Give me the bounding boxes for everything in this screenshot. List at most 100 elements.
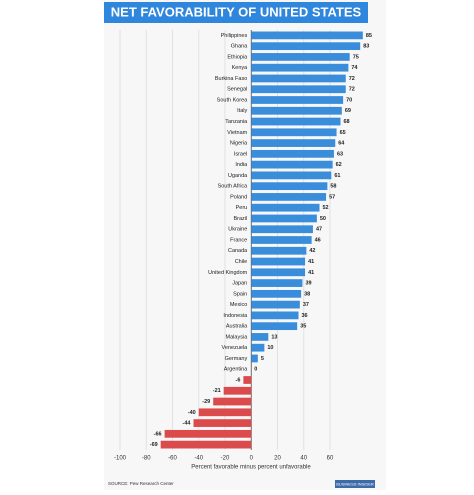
y-tick-label: Brazil	[233, 216, 247, 222]
x-tick-label: -20	[221, 456, 230, 462]
data-label: 42	[309, 248, 315, 254]
y-tick-label: Vietnam	[227, 130, 247, 136]
data-label: 50	[320, 216, 326, 222]
y-tick-label: India	[235, 162, 248, 168]
data-label: 41	[308, 259, 314, 265]
data-label: 57	[329, 194, 335, 200]
bar	[251, 96, 344, 104]
data-label: 0	[254, 367, 257, 373]
y-tick-label: Ethiopia	[227, 54, 248, 60]
data-label: 10	[267, 345, 273, 351]
y-tick-label: Australia	[226, 324, 248, 330]
logo: BUSINESS INSIDER	[336, 482, 374, 487]
y-tick-label: Malaysia	[226, 334, 249, 340]
bar	[198, 408, 252, 417]
bar	[251, 300, 300, 309]
x-tick-label: -40	[194, 456, 203, 462]
bar	[251, 63, 349, 72]
bar	[251, 203, 320, 212]
data-label: 75	[353, 54, 359, 60]
bar	[243, 376, 252, 384]
y-tick-label: Mexico	[230, 302, 247, 308]
bar	[251, 149, 334, 158]
bar	[251, 289, 302, 298]
bar	[251, 311, 299, 320]
bar	[251, 182, 328, 191]
data-label: 58	[330, 184, 336, 190]
bar	[193, 419, 252, 427]
data-label: 65	[340, 130, 346, 136]
bar	[251, 343, 265, 352]
y-tick-label: Canada	[228, 248, 248, 254]
data-label: -44	[183, 421, 192, 427]
data-label: 35	[300, 324, 306, 330]
bar	[251, 160, 333, 169]
bar	[164, 429, 252, 438]
x-tick-label: -100	[114, 456, 127, 462]
data-label: 72	[349, 87, 355, 93]
y-tick-label: Japan	[232, 281, 247, 287]
x-tick-label: 20	[274, 456, 281, 462]
data-label: 72	[349, 76, 355, 82]
y-tick-label: Argentina	[224, 367, 248, 373]
title-banner	[104, 2, 368, 23]
data-label: 38	[304, 291, 310, 297]
data-label: 13	[271, 334, 277, 340]
y-tick-label: Senegal	[227, 87, 247, 93]
bar	[251, 171, 332, 180]
x-tick-label: -80	[142, 456, 151, 462]
y-tick-label: Spain	[233, 291, 247, 297]
data-label: 68	[344, 119, 350, 125]
data-label: -6	[235, 377, 240, 383]
data-label: -21	[213, 388, 221, 394]
logo-box	[335, 480, 375, 488]
y-tick-label: Chile	[235, 259, 248, 265]
bar	[251, 193, 327, 201]
bar	[160, 440, 252, 449]
bar	[251, 139, 336, 147]
data-label: 39	[305, 281, 311, 287]
bar	[251, 214, 317, 223]
y-tick-label: Israel	[234, 151, 247, 157]
bar	[251, 42, 361, 51]
y-tick-label: Nigeria	[230, 141, 248, 147]
y-tick-label: Uganda	[228, 173, 248, 179]
bar	[251, 333, 269, 341]
x-tick-label: 40	[300, 456, 307, 462]
data-label: 46	[315, 237, 321, 243]
bar	[251, 128, 337, 137]
data-label: -69	[150, 442, 158, 448]
chart-title: NET FAVORABILITY OF UNITED STATES	[111, 4, 362, 19]
bar	[251, 106, 342, 115]
y-tick-label: South Africa	[218, 184, 249, 190]
y-tick-label: United Kingdom	[208, 270, 248, 276]
data-label: -40	[188, 410, 196, 416]
y-tick-label: South Korea	[217, 97, 249, 103]
y-tick-label: Tanzania	[225, 119, 248, 125]
data-label: 83	[363, 44, 369, 50]
x-tick-label: -60	[168, 456, 177, 462]
y-tick-label: Peru	[236, 205, 248, 211]
data-label: 74	[351, 65, 358, 71]
y-tick-label: Indonesia	[223, 313, 248, 319]
data-label: 5	[261, 356, 264, 362]
data-label: 37	[303, 302, 309, 308]
y-tick-label: Italy	[237, 108, 247, 114]
data-label: 62	[336, 162, 342, 168]
data-label: 64	[338, 141, 345, 147]
y-tick-label: Ukraine	[228, 227, 247, 233]
data-label: 85	[366, 33, 372, 39]
source: SOURCE: Pew Research Center	[108, 481, 174, 486]
bar	[251, 354, 258, 363]
data-label: -29	[202, 399, 210, 405]
bar	[223, 386, 252, 395]
x-tick-label: 60	[327, 456, 334, 462]
data-label: 36	[302, 313, 308, 319]
y-tick-label: Germany	[225, 356, 248, 362]
bar	[251, 279, 303, 287]
bar	[251, 246, 307, 255]
bar	[251, 31, 363, 40]
y-tick-label: Burkina Faso	[215, 76, 247, 82]
bar	[213, 397, 252, 406]
